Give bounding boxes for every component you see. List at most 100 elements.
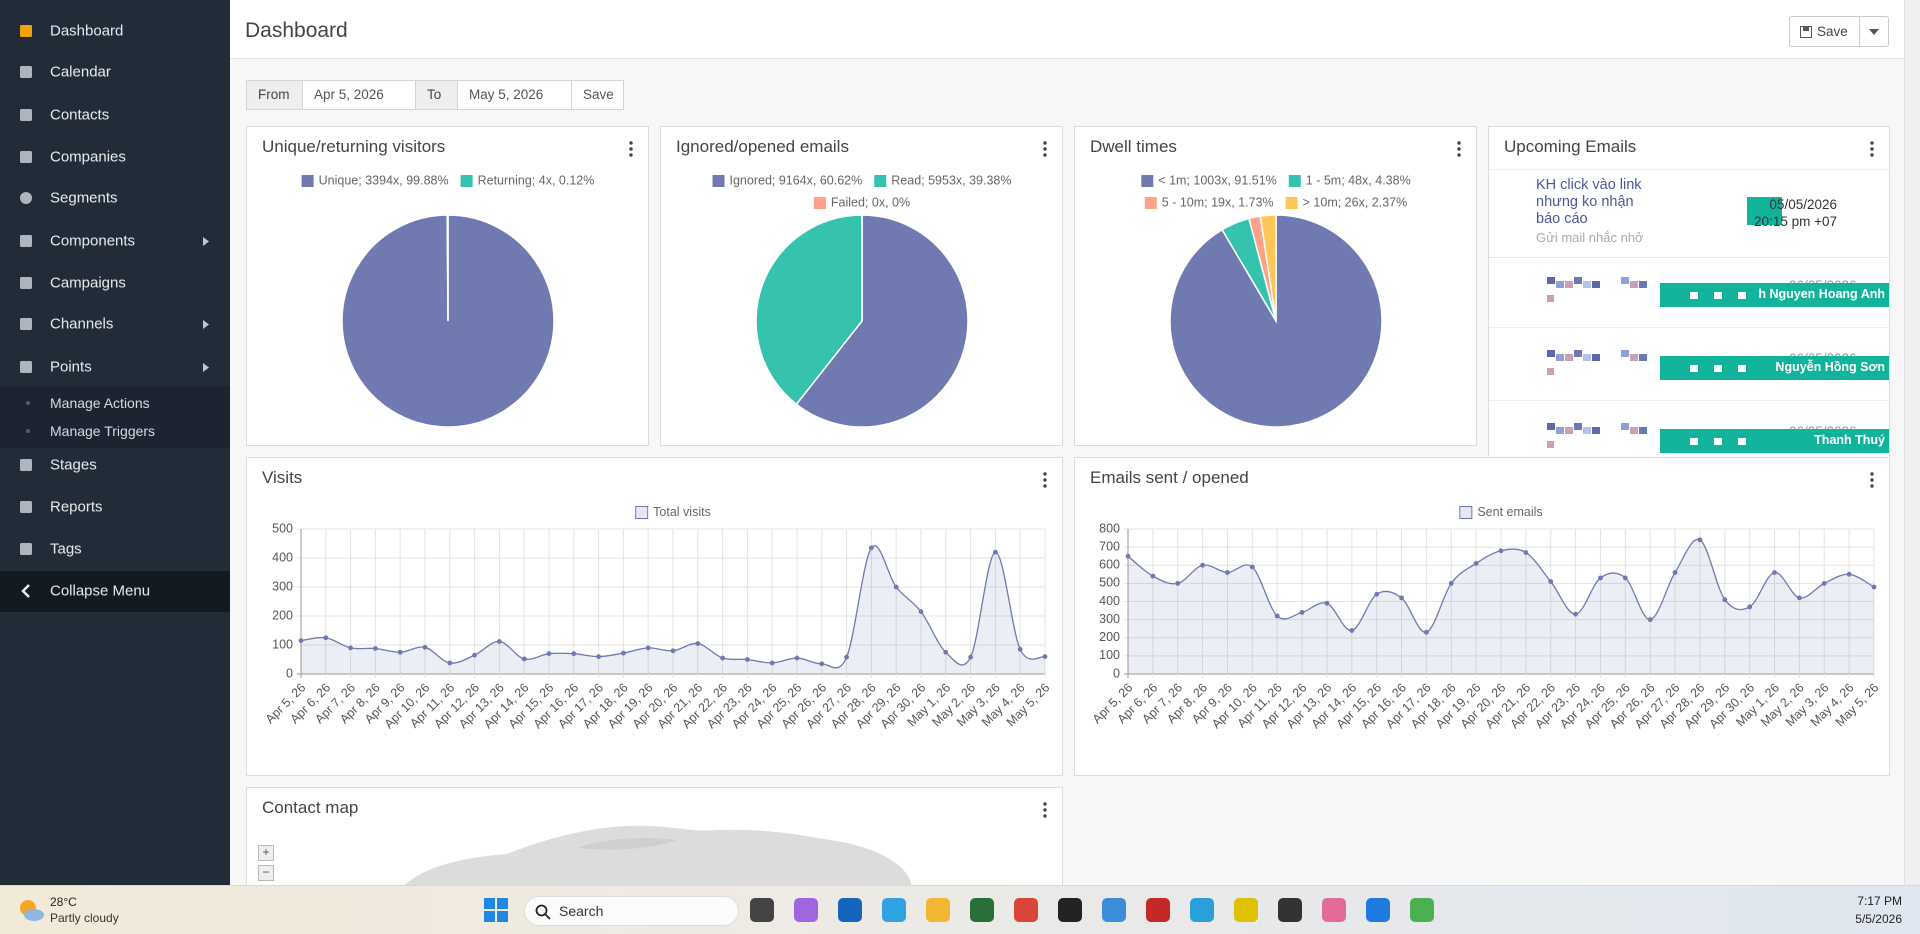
data-point [397, 649, 403, 655]
sidebar-item[interactable]: Tags [50, 540, 82, 558]
taskbar-app[interactable] [1057, 897, 1083, 923]
app-icon [1058, 898, 1082, 922]
taskbar-app[interactable] [881, 897, 907, 923]
widget-menu[interactable] [628, 141, 634, 157]
app-icon [970, 898, 994, 922]
legend-swatch [460, 175, 473, 187]
taskbar-app[interactable] [837, 897, 863, 923]
sidebar-item[interactable]: Campaigns [50, 274, 126, 292]
legend-item: Returning; 4x, 0.12% [460, 173, 594, 187]
recipient-badge: Thanh Thuý [1660, 429, 1889, 453]
email-time: 20:15 pm +07 [1754, 214, 1837, 229]
dropdown-caret[interactable] [1869, 29, 1879, 35]
data-point [1498, 548, 1504, 554]
data-point [1697, 537, 1703, 543]
mosaic [1583, 427, 1591, 434]
data-point [1797, 595, 1802, 601]
taskbar-app[interactable] [925, 897, 951, 923]
sidebar-icon [20, 501, 32, 513]
menu-dot [1043, 472, 1047, 476]
sidebar-item[interactable]: Points [50, 358, 92, 376]
pie-chart: < 1m; 1003x, 91.51% 1 - 5m; 48x, 4.38% 5 -… [1141, 173, 1411, 428]
search-text: Search [559, 903, 604, 919]
app-icon [926, 898, 950, 922]
legend-item: > 10m; 26x, 2.37% [1285, 195, 1407, 209]
legend-item: < 1m; 1003x, 91.51% [1141, 173, 1277, 187]
y-tick-label: 400 [1099, 594, 1120, 608]
legend-label: 1 - 5m; 48x, 4.38% [1306, 173, 1411, 187]
app-icon [1366, 898, 1390, 922]
header: Dashboard Save [230, 0, 1904, 59]
y-tick-label: 500 [1099, 576, 1120, 590]
mosaic [1574, 277, 1582, 284]
legend-item: 1 - 5m; 48x, 4.38% [1288, 173, 1411, 187]
map-land [577, 838, 677, 850]
from-input[interactable]: Apr 5, 2026 [302, 80, 416, 110]
taskbar-app[interactable] [1277, 897, 1303, 923]
filter-save[interactable]: Save [571, 80, 624, 110]
sidebar-item[interactable]: Collapse Menu [50, 582, 151, 600]
taskbar-app[interactable] [793, 897, 819, 923]
to-input[interactable]: May 5, 2026 [457, 80, 572, 110]
sidebar-item[interactable]: Companies [50, 148, 126, 166]
data-point [1125, 553, 1131, 559]
sidebar-item[interactable]: Contacts [50, 106, 110, 124]
sidebar-item[interactable]: Channels [50, 315, 114, 333]
legend-item: Ignored; 9164x, 60.62% [712, 173, 862, 187]
y-tick-label: 600 [1099, 558, 1120, 572]
mosaic [1556, 354, 1564, 361]
data-point [1324, 600, 1330, 606]
data-point [1042, 654, 1048, 659]
widget-menu[interactable] [1456, 141, 1462, 157]
pie-slice [795, 214, 969, 428]
taskbar-app[interactable] [1409, 897, 1435, 923]
app-icon [1278, 898, 1302, 922]
widget-menu[interactable] [1869, 141, 1875, 157]
zoom-in[interactable]: + [258, 845, 274, 861]
sidebar-item[interactable]: Reports [50, 498, 103, 516]
widget-menu[interactable] [1042, 472, 1048, 488]
mosaic [1714, 438, 1722, 445]
mosaic [1547, 295, 1554, 302]
taskbar-app[interactable] [749, 897, 775, 923]
widget: Upcoming Emails KH click vào link nhưng k… [1488, 126, 1890, 456]
sidebar-item[interactable]: Dashboard [50, 22, 124, 40]
taskbar-app[interactable] [1101, 897, 1127, 923]
sidebar-item[interactable]: Manage Actions [50, 395, 150, 411]
taskbar-app[interactable] [1189, 897, 1215, 923]
taskbar-app[interactable] [1365, 897, 1391, 923]
data-point [1647, 617, 1653, 623]
sidebar-item[interactable]: Components [50, 232, 136, 250]
zoom-out[interactable]: − [258, 865, 274, 881]
data-point [1299, 609, 1305, 615]
menu-dot [1043, 147, 1047, 151]
sidebar-icon [20, 25, 32, 37]
search-box[interactable]: Search [524, 896, 739, 926]
sidebar-item[interactable]: Calendar [50, 63, 111, 81]
recipient-badge: Nguyễn Hồng Sơn [1660, 356, 1889, 380]
taskbar-app[interactable] [1013, 897, 1039, 923]
start-button[interactable] [484, 898, 508, 922]
taskbar-app[interactable] [1321, 897, 1347, 923]
icon-shape [20, 361, 32, 373]
data-point [745, 657, 750, 662]
menu-dot [629, 147, 633, 151]
widget-menu[interactable] [1042, 141, 1048, 157]
mosaic [1556, 427, 1564, 434]
scrollbar[interactable] [1904, 0, 1920, 885]
widget-menu[interactable] [1042, 802, 1048, 818]
data-point [497, 639, 502, 644]
sidebar-icon [20, 151, 32, 163]
sidebar-item[interactable]: Stages [50, 456, 97, 474]
y-tick-label: 100 [272, 637, 293, 651]
email-title[interactable]: KH click vào link nhưng ko nhận báo cáo [1536, 177, 1642, 227]
widget-menu[interactable] [1869, 472, 1875, 488]
taskbar-app[interactable] [1233, 897, 1259, 923]
sidebar-item[interactable]: Manage Triggers [50, 423, 156, 439]
save-button[interactable]: Save [1817, 24, 1848, 39]
sidebar-item[interactable]: Segments [50, 189, 118, 207]
taskbar-app[interactable] [969, 897, 995, 923]
taskbar-app[interactable] [1145, 897, 1171, 923]
icon-shape [20, 459, 32, 471]
mosaic [1639, 281, 1647, 288]
